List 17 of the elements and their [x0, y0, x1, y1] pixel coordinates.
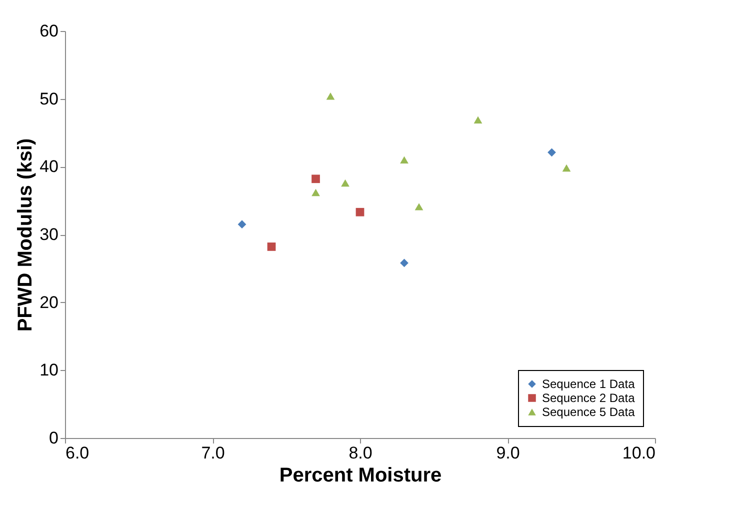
x-tick-label: 10.0 [622, 444, 656, 462]
legend-label: Sequence 2 Data [542, 391, 636, 405]
legend-label: Sequence 1 Data [542, 377, 636, 391]
y-tick-label: 10 [40, 360, 58, 380]
x-tick-label: 8.0 [348, 444, 372, 462]
y-tick-label: 30 [40, 225, 58, 244]
x-tick-label: 6.0 [66, 444, 90, 462]
x-axis-title: Percent Moisture [279, 464, 442, 486]
y-axis-title: PFWD Modulus (ksi) [14, 138, 37, 332]
y-tick-label: 0 [49, 428, 58, 448]
legend-label: Sequence 5 Data [542, 405, 636, 419]
y-tick-label: 20 [40, 292, 58, 312]
y-tick-label: 60 [40, 22, 58, 40]
y-tick-label: 50 [40, 89, 58, 108]
x-tick-label: 7.0 [201, 444, 225, 462]
y-tick-label: 40 [40, 157, 58, 176]
x-tick-label: 9.0 [496, 444, 520, 462]
